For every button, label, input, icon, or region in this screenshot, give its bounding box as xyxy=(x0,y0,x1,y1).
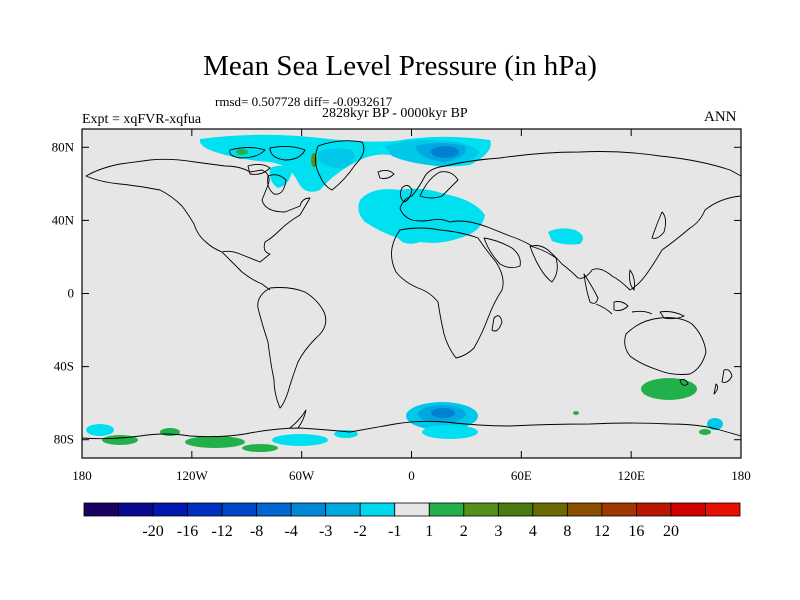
x-axis: 180 120W 60W 0 60E 120E 180 xyxy=(72,129,751,483)
greenland-coast xyxy=(315,140,365,191)
eurasia-coast xyxy=(399,151,741,291)
y-tick-label: 40S xyxy=(54,359,74,374)
colorbar-swatch xyxy=(394,502,430,517)
southeast-asia-coast xyxy=(583,273,599,304)
colorbar-label: -1 xyxy=(388,523,401,540)
arctic-positive-spot xyxy=(236,149,248,155)
colorbar-label: 8 xyxy=(563,523,571,540)
colorbar-swatch xyxy=(256,502,292,517)
indonesia-islands xyxy=(595,301,685,320)
colorbar-label: -8 xyxy=(250,523,263,540)
japan-coast xyxy=(651,211,667,239)
coastlines xyxy=(82,140,741,440)
colorbar-label: 2 xyxy=(460,523,468,540)
north-atlantic-europe-negative xyxy=(358,188,485,244)
x-tick-label: 120W xyxy=(176,468,209,483)
y-tick-label: 40N xyxy=(52,212,75,227)
scandinavia-coast xyxy=(419,171,459,199)
antarctic-coast-negative-east xyxy=(422,425,478,439)
colorbar-swatch xyxy=(187,502,223,517)
africa-coast xyxy=(391,227,504,359)
barents-low-center xyxy=(431,146,459,158)
colorbar-label: -2 xyxy=(354,523,367,540)
anomaly-fill-layer xyxy=(86,134,723,452)
colorbar: -20 -16 -12 -8 -4 -3 -2 -1 1 2 3 4 8 12 16 20 xyxy=(83,502,741,540)
arabia-coast xyxy=(483,237,521,269)
southern-ocean-low-core xyxy=(431,408,455,418)
philippines-coast xyxy=(629,269,635,291)
colorbar-swatch xyxy=(497,502,534,517)
australia-coast xyxy=(624,317,707,375)
weddell-negative-1 xyxy=(272,434,328,446)
experiment-label: Expt = xqFVR-xqfua xyxy=(82,112,202,127)
y-tick-label: 80N xyxy=(52,139,75,154)
colorbar-swatch xyxy=(601,502,637,517)
colorbar-swatch xyxy=(152,502,188,517)
colorbar-swatch xyxy=(636,502,672,517)
iceland-coast xyxy=(377,169,395,179)
chart-title: Mean Sea Level Pressure (in hPa) xyxy=(203,50,597,82)
colorbar-swatch xyxy=(221,502,258,517)
colorbar-label: -3 xyxy=(319,523,332,540)
arabia-negative xyxy=(548,228,584,245)
antarctica-coast xyxy=(82,420,741,440)
southern-ocean-positive xyxy=(641,378,697,400)
colorbar-swatch xyxy=(532,502,568,517)
colorbar-label: -16 xyxy=(177,523,198,540)
south-america-coast xyxy=(257,287,327,409)
india-coast xyxy=(529,245,558,283)
east-antarctic-negative xyxy=(707,418,723,430)
x-tick-label: 60E xyxy=(511,468,532,483)
scatter-positive xyxy=(573,411,579,415)
colorbar-swatch xyxy=(670,502,706,517)
colorbar-swatch xyxy=(428,502,465,517)
colorbar-label: 1 xyxy=(425,523,433,540)
canada-arctic-negative xyxy=(269,165,292,188)
ross-positive-2 xyxy=(242,444,278,452)
colorbar-label: -4 xyxy=(284,523,297,540)
colorbar-label: 12 xyxy=(594,523,610,540)
colorbar-label: 3 xyxy=(494,523,502,540)
antarctic-peninsula xyxy=(289,409,307,429)
canadian-arctic-islands xyxy=(229,145,306,175)
colorbar-swatch xyxy=(705,502,741,517)
x-tick-label: 120E xyxy=(617,468,645,483)
y-tick-label: 80S xyxy=(54,432,74,447)
x-tick-label: 60W xyxy=(289,468,315,483)
greenland-negative xyxy=(318,148,355,169)
ross-positive-1 xyxy=(185,436,245,448)
map-plot-area xyxy=(81,128,742,459)
colorbar-label: -20 xyxy=(142,523,163,540)
colorbar-swatch xyxy=(83,502,119,517)
colorbar-label: -12 xyxy=(211,523,232,540)
colorbar-label: 20 xyxy=(663,523,679,540)
x-tick-label: 180 xyxy=(72,468,92,483)
colorbar-swatch xyxy=(290,502,327,517)
new-zealand-coast xyxy=(713,369,733,395)
stats-subtitle: rmsd= 0.507728 diff= -0.0932617 xyxy=(215,94,393,109)
east-antarctic-positive xyxy=(699,429,711,435)
season-label: ANN xyxy=(704,109,737,125)
colorbar-swatch xyxy=(463,502,499,517)
colorbar-swatch xyxy=(325,502,361,517)
colorbar-label: 4 xyxy=(529,523,537,540)
x-tick-label: 180 xyxy=(731,468,751,483)
central-america-coast xyxy=(221,251,271,291)
y-tick-label: 0 xyxy=(68,286,75,301)
colorbar-swatch xyxy=(566,502,603,517)
colorbar-label: 16 xyxy=(628,523,644,540)
british-isles-coast xyxy=(399,185,413,203)
baffin-hudson xyxy=(267,174,287,195)
map-background xyxy=(82,129,741,458)
colorbar-swatch xyxy=(118,502,154,517)
x-tick-label: 0 xyxy=(408,468,415,483)
colorbar-swatch xyxy=(359,502,396,517)
tasmania-coast xyxy=(679,379,689,386)
y-axis: 80N 40N 0 40S 80S xyxy=(52,139,741,447)
period-subtitle: 2828kyr BP - 0000kyr BP xyxy=(322,106,468,121)
sw-pacific-negative xyxy=(86,424,114,436)
madagascar-coast xyxy=(491,315,503,332)
north-america-coast xyxy=(85,158,311,263)
